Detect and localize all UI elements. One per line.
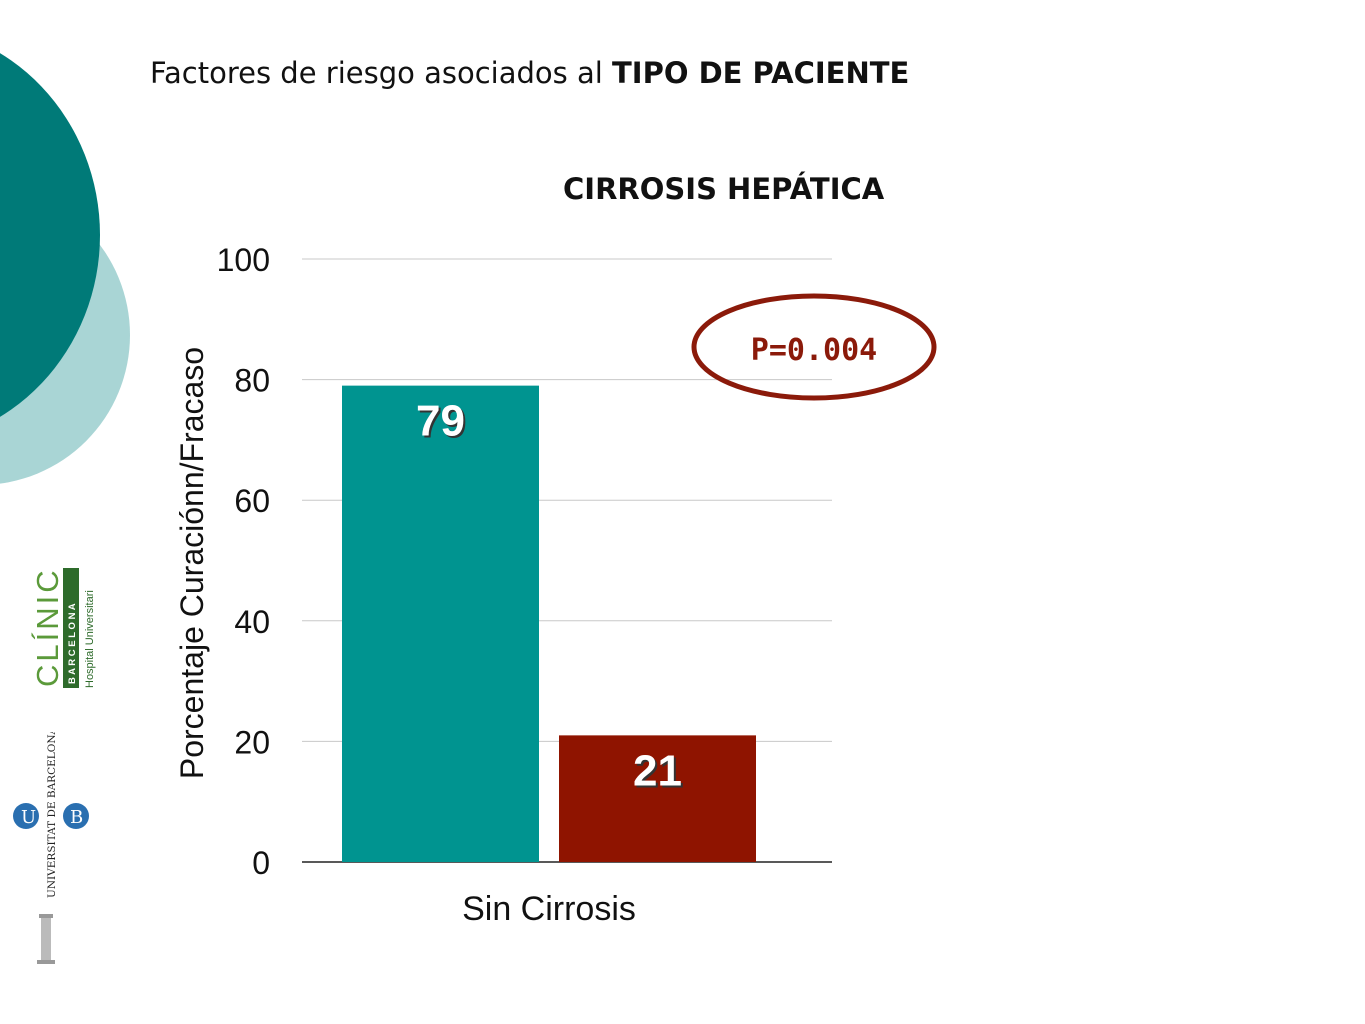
dark-teal-circle: [0, 53, 100, 417]
ub-logo-text: UNIVERSITAT DE BARCELONA: [46, 732, 58, 898]
clinic-logo-subtext: B A R C E L O N A: [67, 603, 78, 684]
bar-series-1: [342, 385, 539, 862]
bars: [342, 385, 756, 862]
bar-data-label: 79: [416, 397, 465, 446]
ub-logo-circle-b: [63, 803, 89, 829]
bar-label-shadow: 21: [635, 748, 684, 797]
tower-emblem-icon: [37, 914, 55, 964]
tower-base: [37, 960, 55, 964]
x-category-labels: Sin Cirrosis: [462, 890, 636, 928]
x-category-label: Sin Cirrosis: [462, 890, 636, 928]
slide-title-bold: TIPO DE PACIENTE: [612, 56, 910, 90]
pvalue-annotation: P=0.004: [751, 333, 877, 368]
ub-logo-b: B: [70, 807, 83, 828]
y-tick-label: 100: [217, 242, 270, 278]
chart-title: CIRROSIS HEPÁTICA: [563, 172, 885, 206]
y-tick-label: 80: [234, 363, 270, 399]
tower-top: [39, 914, 53, 918]
y-tick-label: 20: [234, 724, 270, 760]
y-tick-label: 60: [234, 483, 270, 519]
y-axis-label: Porcentaje Curaciónn/Fracaso: [174, 347, 210, 779]
clinic-logo-band: [63, 568, 79, 688]
universitat-barcelona-logo: U B UNIVERSITAT DE BARCELONA: [13, 732, 89, 898]
y-tick-label: 40: [234, 604, 270, 640]
slide-title-normal: Factores de riesgo asociados al: [150, 56, 612, 90]
y-tick-labels: 0 20 40 60 80 100: [217, 242, 270, 881]
bar-label-shadow: 79: [418, 399, 467, 448]
slide-title: Factores de riesgo asociados al TIPO DE …: [150, 56, 909, 90]
clinic-logo-tagline: Hospital Universitari: [84, 590, 96, 688]
bar-series-2: [559, 735, 756, 862]
y-tick-label: 0: [252, 845, 270, 881]
decorative-circles: [0, 53, 130, 484]
pvalue-ellipse: [691, 293, 937, 401]
clinic-logo-text: CLÍNIC: [30, 567, 65, 687]
ub-logo-circle-u: [13, 803, 39, 829]
bar-data-label: 21: [633, 746, 682, 795]
ub-logo-u: U: [21, 807, 36, 828]
tower-body: [41, 916, 51, 962]
clinic-barcelona-logo: CLÍNIC B A R C E L O N A Hospital Univer…: [30, 567, 96, 688]
